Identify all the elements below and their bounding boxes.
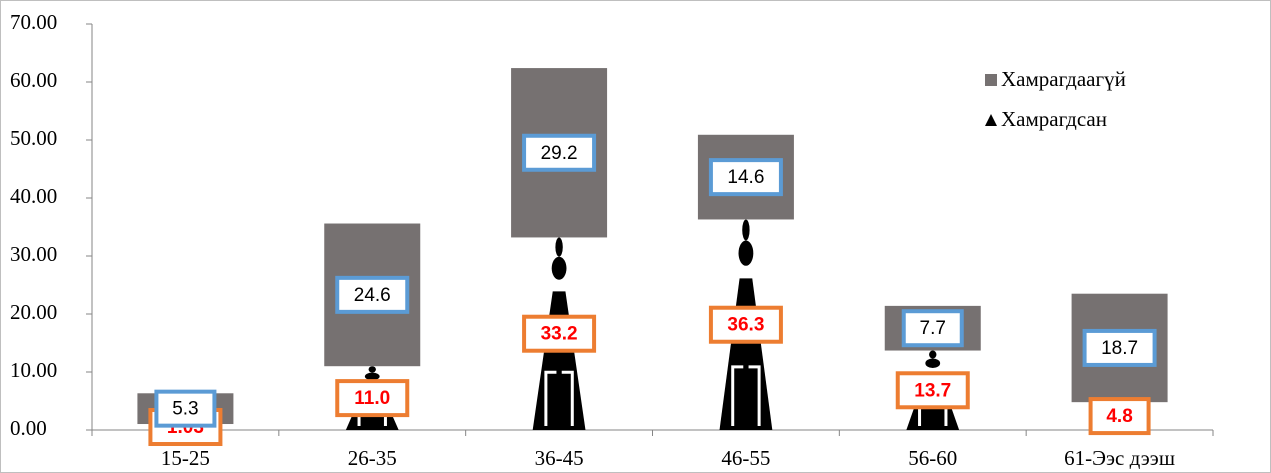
value-label: 24.6	[354, 285, 391, 306]
value-label-box	[708, 305, 783, 344]
value-label-box	[1082, 328, 1157, 367]
value-label-box	[708, 158, 783, 197]
value-label-box	[154, 389, 217, 428]
value-label: 29.2	[541, 143, 578, 164]
y-tick-label: 30.00	[10, 242, 57, 266]
value-label-box	[522, 314, 597, 353]
value-label-box	[335, 379, 410, 418]
x-tick-label: 46-55	[721, 446, 770, 470]
x-tick-label: 56-60	[908, 446, 957, 470]
value-label-box	[901, 309, 964, 348]
bar	[719, 219, 773, 430]
bar-flame	[742, 219, 750, 241]
value-label: 13.7	[914, 380, 951, 401]
bar-pattern	[731, 365, 761, 426]
x-tick-label: 36-45	[535, 446, 584, 470]
legend-label: Хамрагдсан	[1001, 107, 1107, 131]
y-tick-label: 0.00	[10, 416, 47, 440]
value-label-box	[1088, 397, 1151, 436]
y-tick-label: 20.00	[10, 300, 57, 324]
value-label: 36.3	[727, 315, 764, 336]
bar	[532, 237, 586, 430]
y-tick-label: 10.00	[10, 358, 57, 382]
value-label: 14.6	[727, 167, 764, 188]
bar-pattern	[544, 370, 574, 426]
bar-flame	[368, 366, 376, 373]
x-tick-label: 26-35	[348, 446, 397, 470]
y-tick-label: 50.00	[10, 126, 57, 150]
bar-top	[551, 256, 567, 280]
value-label: 4.8	[1106, 406, 1132, 427]
value-label-box	[522, 133, 597, 172]
bar-top	[738, 240, 754, 266]
bar-flame	[555, 237, 563, 257]
y-tick-label: 40.00	[10, 184, 57, 208]
legend-swatch	[985, 114, 997, 126]
y-tick-label: 70.00	[10, 10, 57, 34]
value-label: 33.2	[541, 324, 578, 345]
value-label-box	[895, 371, 970, 410]
bar-flame	[929, 350, 937, 359]
bar-top	[364, 372, 380, 381]
value-label: 5.3	[172, 399, 198, 420]
x-tick-label: 15-25	[161, 446, 210, 470]
bar-top	[925, 358, 941, 369]
legend-swatch	[985, 74, 997, 86]
value-label: 11.0	[354, 388, 390, 409]
value-label-box	[335, 275, 410, 314]
x-tick-label: 61-Ээс дээш	[1064, 446, 1175, 470]
value-label: 7.7	[920, 318, 946, 339]
y-tick-label: 60.00	[10, 68, 57, 92]
value-label: 18.7	[1101, 338, 1138, 359]
legend-label: Хамрагдаагүй	[1001, 67, 1126, 91]
